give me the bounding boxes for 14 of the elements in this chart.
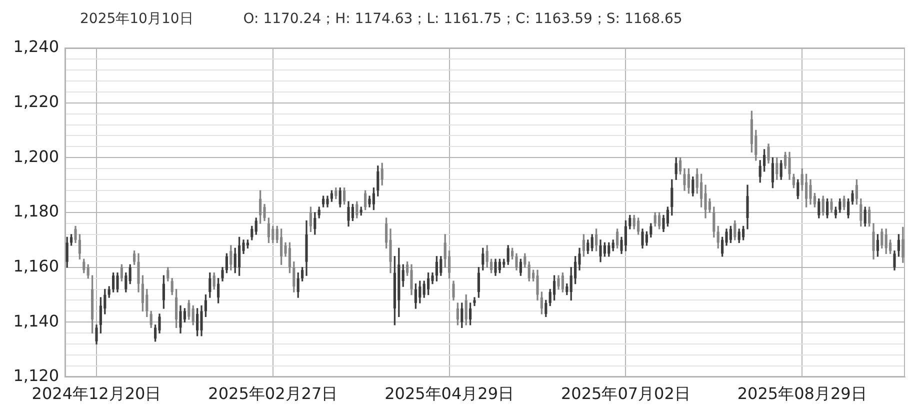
y-tick-label: 1,140 — [13, 311, 59, 330]
y-tick-label: 1,240 — [13, 37, 59, 56]
x-tick-label: 2025年08月29日 — [737, 384, 867, 403]
y-tick-label: 1,180 — [13, 202, 59, 221]
y-tick-label: 1,220 — [13, 92, 59, 111]
x-tick-label: 2025年04月29日 — [384, 384, 514, 403]
chart-title: 2025年10月10日 — [80, 10, 194, 28]
chart-subtitle: O: 1170.24；H: 1174.63；L: 1161.75；C: 1163.59；S: 1168.65 — [243, 10, 682, 28]
y-tick-label: 1,200 — [13, 146, 59, 166]
x-tick-label: 2024年12月20日 — [32, 384, 162, 403]
y-tick-label: 1,120 — [13, 366, 59, 386]
x-tick-label: 2025年02月27日 — [208, 384, 338, 403]
x-tick-label: 2025年07月02日 — [560, 384, 690, 403]
y-tick-label: 1,160 — [13, 256, 59, 276]
